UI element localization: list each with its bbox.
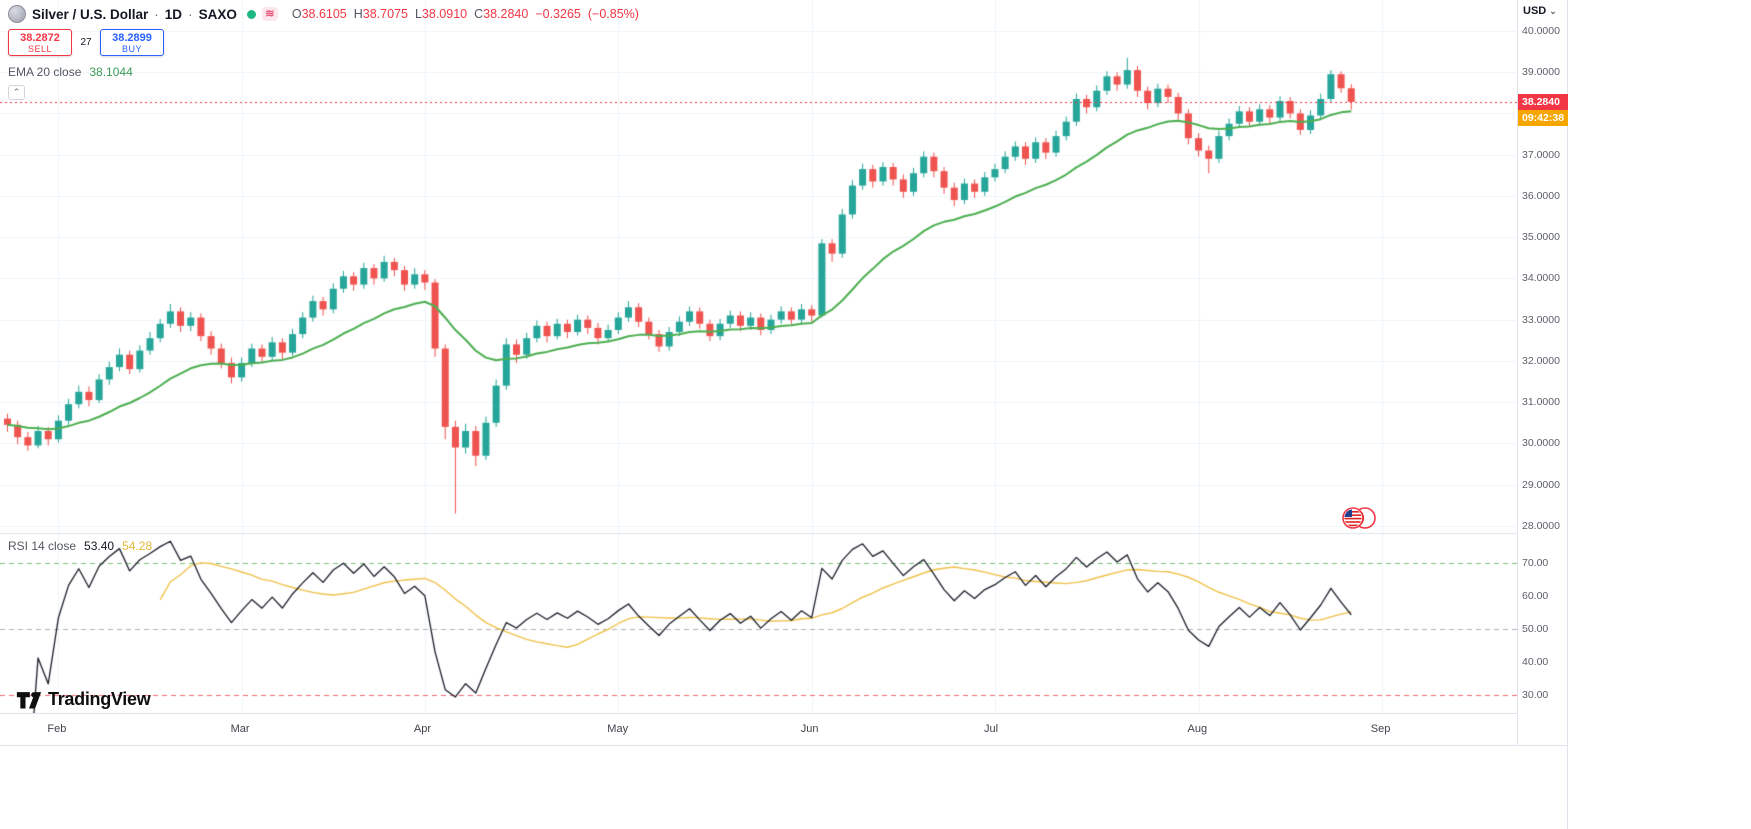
rsi-indicator-legend[interactable]: RSI 14 close 53.40 54.28	[8, 539, 152, 553]
rsi-tick-label: 60.00	[1522, 589, 1549, 602]
current-price-tag: 38.2840	[1518, 93, 1568, 110]
month-label-feb: Feb	[47, 723, 67, 735]
chevron-up-icon: ⌃	[12, 87, 21, 97]
buy-label: BUY	[121, 44, 142, 54]
month-label-jul: Jul	[983, 723, 999, 735]
sell-button[interactable]: 38.2872 SELL	[8, 29, 72, 56]
high-label: H	[353, 7, 363, 21]
close-label: C	[474, 7, 484, 21]
symbol-legend[interactable]: Silver / U.S. Dollar · 1D · SAXO ≋ O38.6…	[8, 5, 639, 23]
bottom-empty-strip	[0, 745, 1567, 829]
open-value: 38.6105	[301, 7, 347, 21]
close-value: 38.2840	[483, 7, 529, 21]
sell-buy-widget: 38.2872 SELL 27 38.2899 BUY	[8, 29, 164, 56]
price-chart-canvas[interactable]	[0, 0, 1517, 713]
price-tick-label: 28.0000	[1522, 519, 1560, 532]
price-tick-label: 34.0000	[1522, 272, 1560, 285]
price-tick-label: 30.0000	[1522, 437, 1560, 450]
high-value: 38.7075	[362, 7, 408, 21]
sell-price: 38.2872	[20, 32, 60, 44]
rsi-tick-label: 40.00	[1522, 655, 1549, 668]
price-tick-label: 31.0000	[1522, 396, 1560, 409]
low-value: 38.0910	[421, 7, 468, 21]
tradingview-mark-icon	[16, 692, 42, 709]
right-sidebar-panel	[1567, 0, 1751, 829]
month-label-aug: Aug	[1187, 723, 1208, 735]
price-tick-label: 40.0000	[1522, 24, 1560, 37]
rsi-ma-legend-value: 54.28	[122, 539, 153, 553]
rsi-legend-value: 53.40	[84, 539, 115, 553]
open-label: O	[291, 7, 302, 21]
us-flag-icon	[1342, 507, 1376, 529]
collapse-legend-button[interactable]: ⌃	[8, 85, 25, 100]
month-label-may: May	[607, 723, 629, 735]
price-tick-label: 36.0000	[1522, 189, 1560, 202]
rsi-tick-label: 50.00	[1522, 622, 1549, 635]
symbol-title[interactable]: Silver / U.S. Dollar	[32, 6, 149, 22]
month-label-sep: Sep	[1370, 723, 1391, 735]
us-flag-event-marker[interactable]	[1341, 505, 1381, 536]
legend-separator: ·	[154, 6, 159, 22]
bar-countdown-tag: 09:42:38	[1518, 109, 1568, 126]
price-tick-label: 32.0000	[1522, 354, 1560, 367]
interval-label[interactable]: 1D	[164, 6, 183, 22]
chevron-down-icon: ⌄	[1549, 5, 1557, 16]
rsi-legend-name: RSI 14 close	[8, 539, 77, 553]
silver-coin-icon	[8, 5, 26, 23]
ohlc-values: O38.6105 H38.7075 L38.0910 C38.2840 −0.3…	[292, 7, 639, 21]
market-status-open-icon[interactable]	[246, 9, 256, 19]
ema-legend-value: 38.1044	[89, 65, 133, 79]
exchange-label[interactable]: SAXO	[198, 6, 237, 22]
price-tick-label: 39.0000	[1522, 66, 1560, 79]
price-tick-label: 37.0000	[1522, 148, 1560, 161]
price-tick-label: 33.0000	[1522, 313, 1560, 326]
rsi-tick-label: 70.00	[1522, 556, 1549, 569]
month-label-apr: Apr	[413, 723, 431, 735]
change-value: −0.3265	[535, 7, 581, 21]
month-label-mar: Mar	[230, 723, 250, 735]
currency-label: USD	[1523, 5, 1547, 17]
spread-value: 27	[72, 37, 100, 48]
month-label-jun: Jun	[800, 723, 819, 735]
price-axis[interactable]: USD ⌄ 40.000039.000038.000037.000036.000…	[1517, 0, 1568, 745]
ema-indicator-legend[interactable]: EMA 20 close 38.1044	[8, 65, 133, 79]
buy-price: 38.2899	[112, 32, 152, 44]
tradingview-logo[interactable]: TradingView	[16, 688, 151, 710]
low-label: L	[414, 7, 422, 21]
sell-label: SELL	[27, 44, 53, 54]
ema-legend-name: EMA 20 close	[8, 65, 82, 79]
price-tick-label: 29.0000	[1522, 478, 1560, 491]
currency-button[interactable]: USD ⌄	[1523, 5, 1557, 17]
tradingview-logo-text: TradingView	[48, 688, 151, 709]
legend-separator: ·	[188, 6, 193, 22]
buy-button[interactable]: 38.2899 BUY	[100, 29, 164, 56]
change-percent: (−0.85%)	[587, 7, 639, 21]
delayed-data-icon[interactable]: ≋	[261, 7, 278, 21]
rsi-tick-label: 30.00	[1522, 688, 1549, 701]
time-axis[interactable]: Feb Mar Apr May Jun Jul Aug Sep	[0, 713, 1517, 745]
price-tick-label: 35.0000	[1522, 231, 1560, 244]
